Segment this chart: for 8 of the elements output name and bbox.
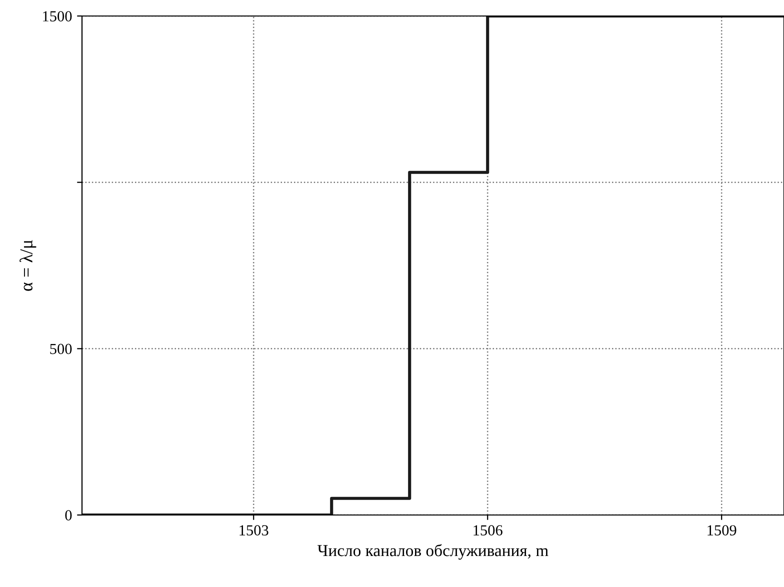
y-tick-label: 0 [65,510,72,520]
x-tick-label: 1506 [474,525,502,536]
x-axis-title: Число каналов обслуживания, m [318,544,548,560]
y-axis-title: α = λ/μ [20,240,36,291]
y-tick-label: 500 [50,344,72,354]
x-tick-label: 1503 [240,525,268,536]
y-tick-label: 1500 [43,11,72,22]
x-tick-label: 1509 [708,525,736,536]
